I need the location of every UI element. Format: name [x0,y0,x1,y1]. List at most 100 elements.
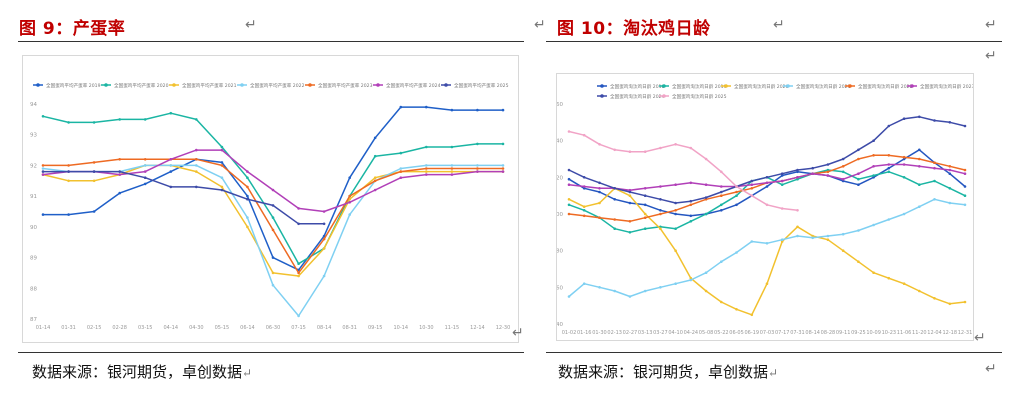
legend-marker [308,83,312,87]
data-point [948,168,952,172]
data-point [628,295,632,298]
data-point [450,164,454,167]
data-point [348,194,352,198]
data-point [857,177,860,181]
data-point [704,289,708,293]
data-point [872,176,875,179]
data-point [841,249,845,252]
data-point [297,222,300,226]
legend-item: 全国蛋鸡平均产蛋率 2024 [373,82,441,89]
data-point [92,210,96,213]
x-tick-label: 06-05 [729,330,744,336]
data-point [872,174,875,177]
data-point [41,167,45,170]
data-point [720,185,723,188]
x-tick-label: 09-11 [836,330,851,336]
data-point [628,194,632,197]
data-point [948,187,952,190]
data-point [841,165,845,168]
data-point [902,212,906,216]
data-point [918,165,921,168]
data-point [220,188,224,192]
data-point [765,176,769,179]
data-point [918,157,921,161]
y-tick-label: 90 [30,225,37,231]
data-point [598,286,601,289]
series-line-2021 [42,164,503,277]
data-point [643,216,647,219]
x-tick-label: 08-28 [821,330,836,336]
x-tick-label: 09-25 [851,330,866,336]
data-point [425,164,428,167]
x-tick-label: 11-20 [912,330,927,336]
x-tick-label: 07-03 [760,330,775,336]
data-point [826,163,830,166]
x-tick-label: 04-30 [189,325,204,331]
data-point [887,124,891,128]
return-mark: ↵ [985,48,997,64]
data-point [659,227,662,230]
data-point [643,187,647,190]
source-text: 数据来源：银河期货，卓创数据 [32,363,243,381]
data-point [322,274,326,278]
legend-item: 全国蛋鸡淘汰鸡日龄 2018 [597,83,665,90]
data-point [750,183,754,186]
legend-label: 全国蛋鸡平均产蛋率 2019 [46,82,101,89]
source-rule [18,352,524,353]
data-point [143,164,147,167]
data-point [750,194,754,197]
legend-item: 全国蛋鸡淘汰鸡日龄 2019 [659,83,727,90]
data-point [567,130,571,133]
data-point [704,196,708,199]
data-point [628,188,632,192]
legend-item: 全国蛋鸡淘汰鸡日龄 2023 [907,83,975,90]
return-mark: ↵ [534,17,546,33]
data-point [246,225,249,229]
data-point [704,212,708,216]
legend-marker [600,94,604,98]
data-point [735,251,738,254]
data-point [963,300,967,304]
data-point [195,170,198,173]
data-point [220,145,224,149]
data-point [841,179,845,183]
legend-label: 全国蛋鸡平均产蛋率 2020 [114,82,169,89]
data-point [425,145,428,149]
x-tick-label: 04-24 [684,330,699,336]
legend-marker [724,84,728,88]
data-point [41,213,45,216]
data-point [271,188,275,192]
data-point [735,185,738,188]
legend-label: 全国蛋鸡平均产蛋率 2024 [386,82,441,89]
data-point [720,300,723,304]
data-point [271,204,275,207]
data-point [628,150,632,153]
data-point [169,185,173,189]
data-point [598,181,601,185]
x-tick-label: 06-30 [266,325,281,331]
data-point [582,176,586,179]
data-point [720,209,723,212]
data-point [220,185,224,189]
data-point [501,170,505,173]
y-tick-label: 520 [557,175,563,181]
data-point [399,170,403,173]
legend-item: 全国蛋鸡淘汰鸡日龄 2024 [597,93,665,100]
data-point [689,181,693,185]
x-tick-label: 09-15 [368,325,383,331]
data-point [872,165,875,168]
data-point [689,278,693,282]
data-point [857,183,860,186]
data-point [195,148,198,152]
x-tick-label: 08-31 [342,325,357,331]
data-point [720,170,723,174]
x-tick-label: 01-31 [61,325,76,331]
data-point [425,170,428,173]
data-point [948,165,952,168]
y-tick-label: 500 [557,212,563,218]
series-line-2019 [43,106,503,271]
data-point [220,161,224,164]
data-point [948,201,952,205]
data-point [195,158,198,161]
data-point [246,176,249,179]
